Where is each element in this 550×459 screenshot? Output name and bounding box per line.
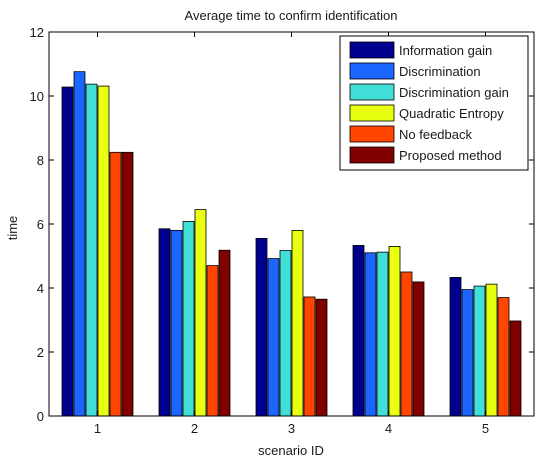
x-axis-label: scenario ID xyxy=(258,443,324,458)
y-tick-label: 6 xyxy=(37,217,44,232)
legend-label: Information gain xyxy=(399,43,492,58)
bar-quadratic-entropy-scenario-5 xyxy=(485,283,498,417)
legend-label: Proposed method xyxy=(399,148,502,163)
bar-discrimination-gain-scenario-1 xyxy=(85,83,98,417)
legend-swatch xyxy=(349,41,395,59)
chart-title: Average time to confirm identification xyxy=(185,8,398,23)
x-tick-label: 3 xyxy=(288,421,295,436)
bar-no-feedback-scenario-5 xyxy=(497,297,510,417)
y-tick-label: 0 xyxy=(37,409,44,424)
y-axis-label: time xyxy=(5,216,20,241)
bar-quadratic-entropy-scenario-3 xyxy=(291,229,304,417)
bar-discrimination-scenario-4 xyxy=(364,252,377,417)
legend-swatch xyxy=(349,104,395,122)
bar-quadratic-entropy-scenario-4 xyxy=(388,245,401,417)
bar-proposed-method-scenario-4 xyxy=(412,281,425,417)
bar-no-feedback-scenario-3 xyxy=(303,296,316,417)
legend-swatch xyxy=(349,83,395,101)
bar-no-feedback-scenario-1 xyxy=(109,151,122,417)
y-tick-label: 12 xyxy=(30,25,44,40)
legend: Information gain Discrimination Discrimina… xyxy=(339,35,529,171)
bar-discrimination-scenario-2 xyxy=(170,229,183,417)
legend-swatch xyxy=(349,125,395,143)
y-tick-label: 8 xyxy=(37,153,44,168)
bar-information-gain-scenario-4 xyxy=(352,245,365,417)
bar-proposed-method-scenario-3 xyxy=(315,298,328,417)
bar-discrimination-gain-scenario-2 xyxy=(182,221,195,417)
bar-discrimination-scenario-3 xyxy=(267,258,280,417)
bar-information-gain-scenario-5 xyxy=(449,277,462,417)
y-tick-label: 4 xyxy=(37,281,44,296)
legend-label: Discrimination gain xyxy=(399,85,509,100)
x-tick-label: 4 xyxy=(385,421,392,436)
y-axis-ticks: 0 2 4 6 8 10 12 xyxy=(30,25,534,424)
x-tick-label: 2 xyxy=(191,421,198,436)
bars xyxy=(61,71,522,417)
bar-information-gain-scenario-2 xyxy=(158,228,171,417)
x-axis-ticks: 1 2 3 4 5 xyxy=(94,32,489,436)
legend-swatch xyxy=(349,62,395,80)
bar-discrimination-scenario-1 xyxy=(73,71,86,417)
y-tick-label: 10 xyxy=(30,89,44,104)
bar-quadratic-entropy-scenario-2 xyxy=(194,209,207,417)
bar-information-gain-scenario-3 xyxy=(255,237,268,417)
bar-proposed-method-scenario-2 xyxy=(218,249,231,417)
x-tick-label: 5 xyxy=(482,421,489,436)
plot-frame xyxy=(48,31,535,417)
bar-quadratic-entropy-scenario-1 xyxy=(97,85,110,417)
bar-discrimination-scenario-5 xyxy=(461,289,474,417)
bar-no-feedback-scenario-4 xyxy=(400,271,413,417)
legend-label: Quadratic Entropy xyxy=(399,106,504,121)
x-tick-label: 1 xyxy=(94,421,101,436)
bar-information-gain-scenario-1 xyxy=(61,86,74,417)
bar-discrimination-gain-scenario-4 xyxy=(376,251,389,417)
bar-discrimination-gain-scenario-5 xyxy=(473,285,486,417)
bar-no-feedback-scenario-2 xyxy=(206,265,219,417)
legend-swatch xyxy=(349,146,395,164)
y-tick-label: 2 xyxy=(37,345,44,360)
bar-discrimination-gain-scenario-3 xyxy=(279,250,292,417)
legend-label: No feedback xyxy=(399,127,472,142)
legend-label: Discrimination xyxy=(399,64,481,79)
bar-proposed-method-scenario-1 xyxy=(121,151,134,417)
bar-proposed-method-scenario-5 xyxy=(509,320,522,417)
